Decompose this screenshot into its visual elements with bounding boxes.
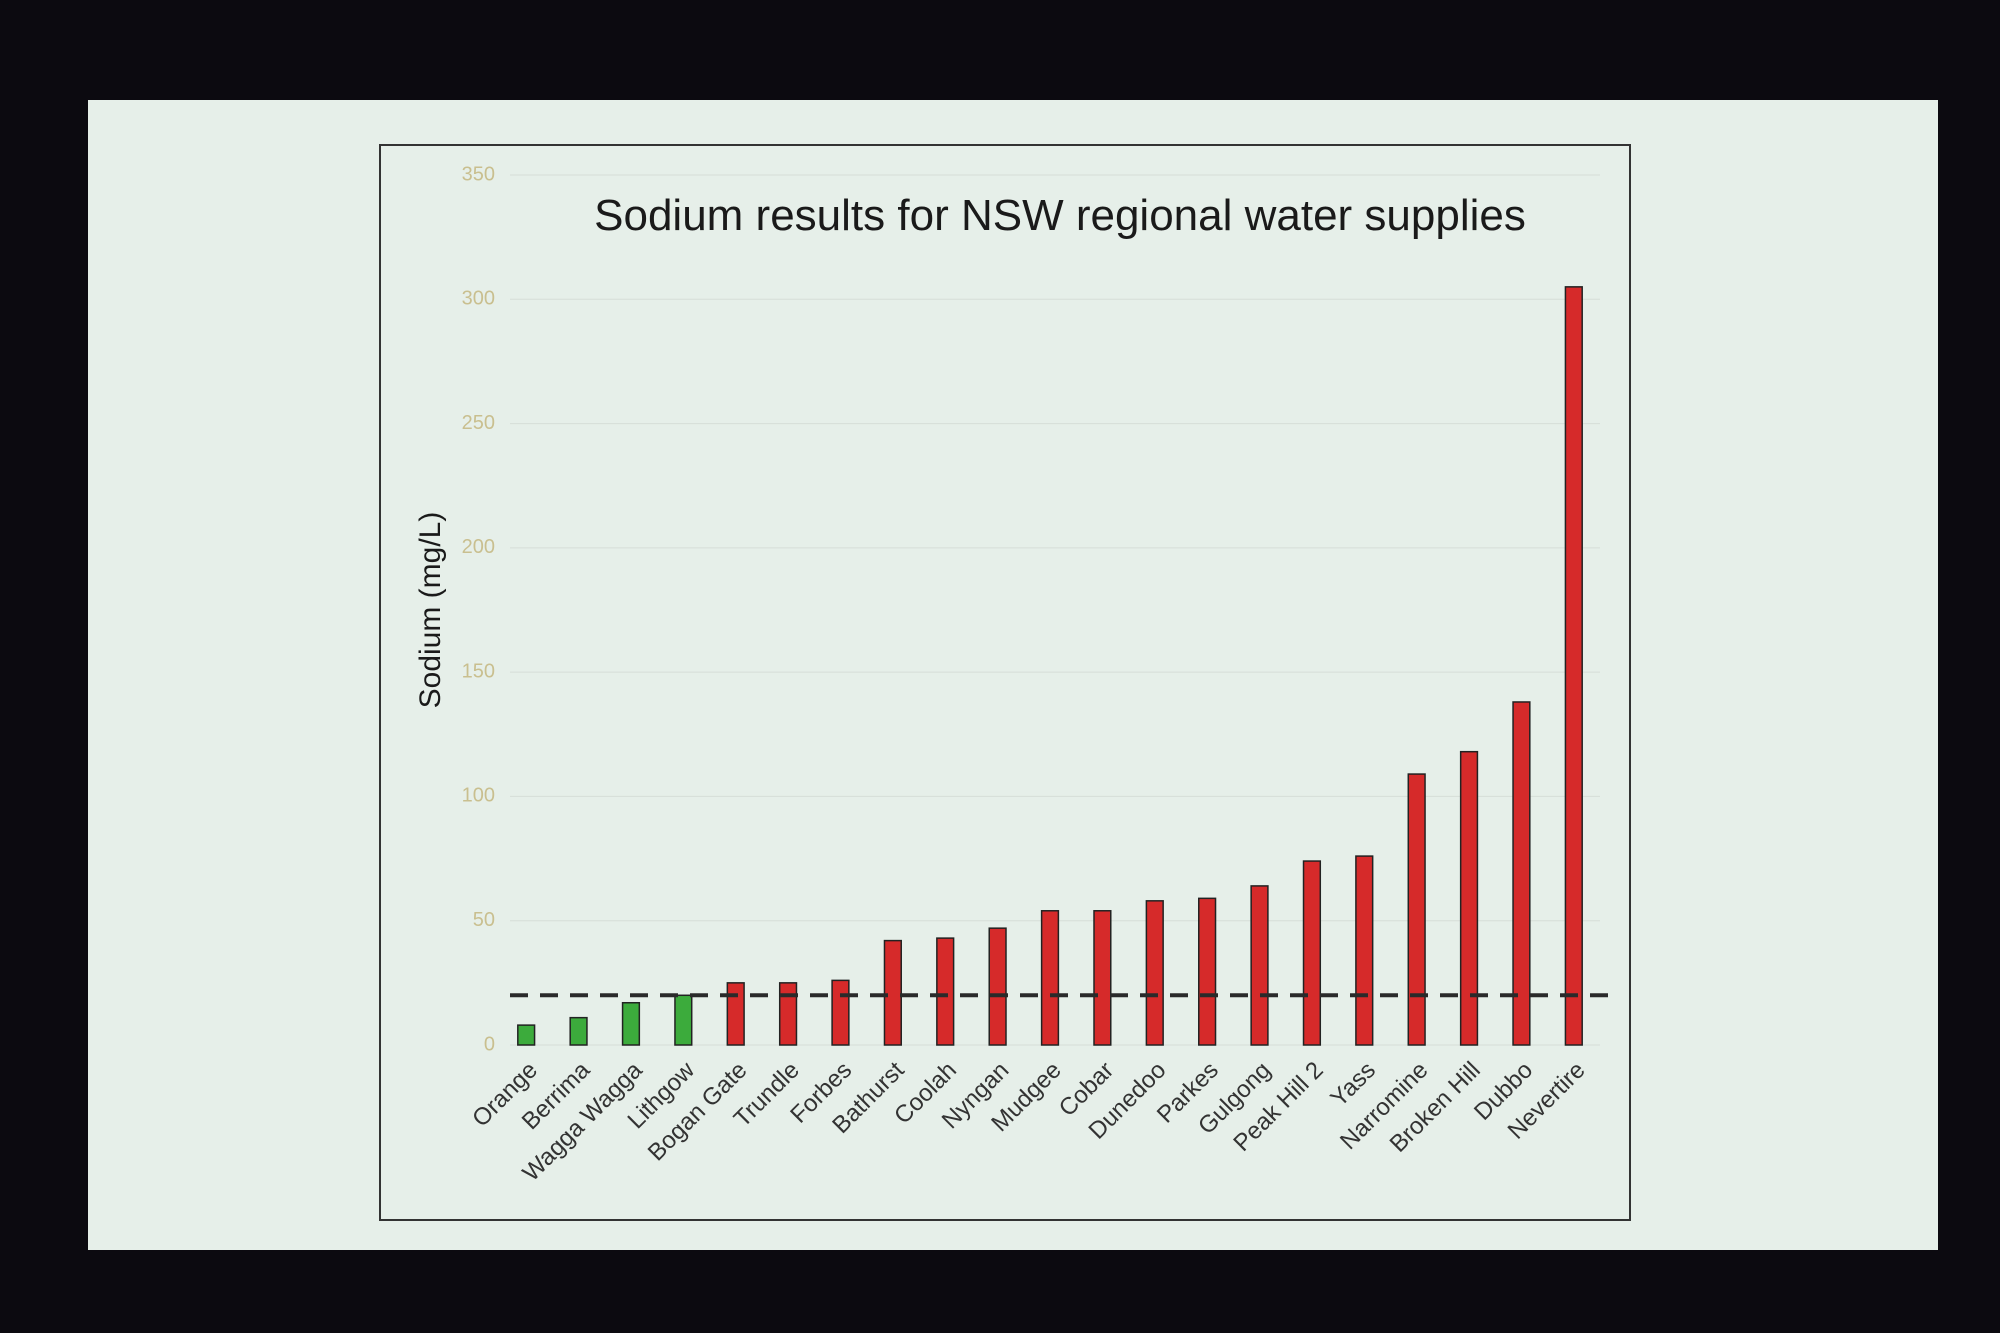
bar: [1145, 900, 1164, 1046]
bar: [1459, 750, 1479, 1046]
bar: [1250, 885, 1269, 1046]
bar: [726, 982, 745, 1046]
bar: [1512, 701, 1531, 1046]
projection-screen: [88, 100, 1938, 1250]
y-axis-label: Sodium (mg/L): [414, 512, 447, 709]
y-tick-label: 150: [462, 660, 495, 682]
bar: [1093, 910, 1112, 1046]
bar: [988, 927, 1007, 1046]
bar: [674, 994, 693, 1046]
bar: [1407, 773, 1426, 1046]
y-tick-label: 250: [462, 412, 495, 434]
y-tick-label: 200: [462, 536, 495, 558]
bar: [517, 1024, 536, 1046]
bar: [569, 1016, 588, 1046]
chart-title: Sodium results for NSW regional water su…: [594, 191, 1526, 240]
bar: [883, 939, 902, 1046]
bar: [778, 982, 798, 1046]
bar: [621, 1001, 641, 1046]
y-tick-label: 50: [473, 909, 495, 931]
y-tick-label: 0: [484, 1033, 495, 1055]
bar: [1302, 860, 1322, 1046]
y-tick-label: 300: [462, 288, 495, 310]
y-tick-label: 100: [462, 785, 495, 807]
bar: [1040, 910, 1060, 1046]
bar: [1198, 897, 1217, 1046]
chart-frame: [379, 144, 1631, 1221]
bar: [936, 937, 955, 1046]
bar: [1564, 286, 1583, 1046]
y-tick-label: 350: [462, 163, 495, 185]
bar: [1355, 855, 1374, 1046]
bar: [831, 979, 850, 1046]
